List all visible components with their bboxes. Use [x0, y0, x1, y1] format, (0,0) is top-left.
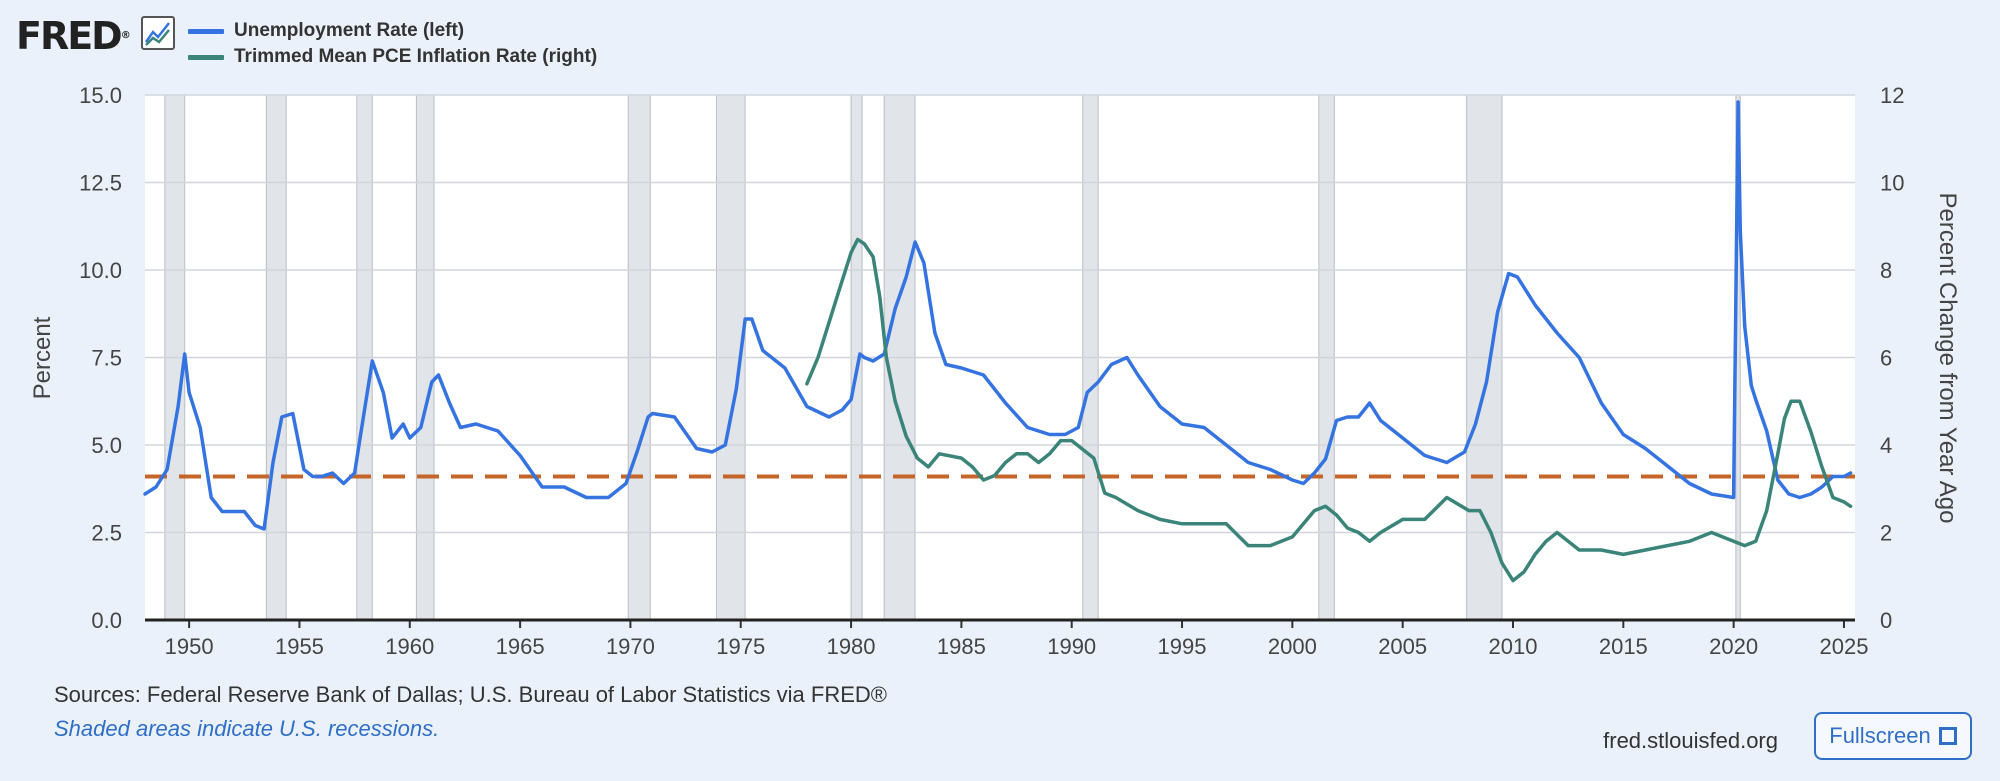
y-left-tick-label: 7.5: [91, 346, 122, 371]
header: FRED® Unemployment Rate (left) Trimmed M…: [16, 14, 916, 74]
y-right-axis-label: Percent Change from Year Ago: [1934, 193, 1961, 524]
y-left-tick-label: 15.0: [79, 83, 122, 108]
line-chart-icon: [141, 16, 175, 50]
y-left-tick-label: 2.5: [91, 521, 122, 546]
y-right-tick-label: 8: [1880, 258, 1892, 283]
y-left-tick-label: 10.0: [79, 258, 122, 283]
fullscreen-button[interactable]: Fullscreen: [1814, 712, 1972, 760]
x-tick-label: 1965: [496, 634, 545, 659]
x-tick-label: 1980: [827, 634, 876, 659]
legend-label: Unemployment Rate (left): [234, 20, 465, 41]
recession-note: Shaded areas indicate U.S. recessions.: [54, 716, 440, 741]
legend-label: Trimmed Mean PCE Inflation Rate (right): [234, 46, 598, 67]
fullscreen-icon: [1938, 727, 1957, 745]
series-line-unemployment: [143, 100, 1853, 531]
y-right-tick-label: 2: [1880, 521, 1892, 546]
chart-plot[interactable]: 0.0 2.5 5.0 7.5 10.0 12.5 15.0 0 2 4 6 8 10 12 1950 195…: [0, 0, 2000, 680]
y-left-tick-label: 5.0: [91, 433, 122, 458]
logo-text: FRED: [16, 14, 123, 58]
y-right-tick-label: 10: [1880, 171, 1904, 196]
logo-registered-mark: ®: [120, 30, 131, 41]
y-right-tick-label: 6: [1880, 346, 1892, 371]
y-left-axis-label: Percent: [29, 316, 56, 399]
sources-text: Sources: Federal Reserve Bank of Dallas;…: [54, 682, 888, 707]
y-left-tick-label: 0.0: [91, 608, 122, 633]
x-tick-label: 1950: [165, 634, 214, 659]
legend-swatch: [188, 54, 224, 60]
legend-item-unemployment[interactable]: Unemployment Rate (left): [188, 18, 597, 44]
x-tick-label: 1985: [937, 634, 986, 659]
y-right-tick-label: 0: [1880, 608, 1892, 633]
x-tick-label: 2000: [1268, 634, 1317, 659]
x-tick-label: 1970: [606, 634, 655, 659]
x-tick-label: 2020: [1709, 634, 1758, 659]
y-right-tick-label: 12: [1880, 83, 1904, 108]
fred-logo[interactable]: FRED®: [16, 16, 131, 56]
x-tick-label: 2010: [1489, 634, 1538, 659]
y-right-tick-label: 4: [1880, 433, 1892, 458]
x-tick-label: 1960: [385, 634, 434, 659]
chart-legend: Unemployment Rate (left) Trimmed Mean PC…: [188, 18, 597, 70]
x-tick-label: 1975: [716, 634, 765, 659]
site-url[interactable]: fred.stlouisfed.org: [1603, 728, 1778, 753]
x-tick-label: 1995: [1158, 634, 1207, 659]
series-line-inflation: [805, 237, 1853, 583]
x-tick-label: 2025: [1819, 634, 1868, 659]
y-left-tick-label: 12.5: [79, 171, 122, 196]
x-tick-label: 2015: [1599, 634, 1648, 659]
x-tick-label: 1955: [275, 634, 324, 659]
fullscreen-label: Fullscreen: [1829, 723, 1931, 748]
legend-item-inflation[interactable]: Trimmed Mean PCE Inflation Rate (right): [188, 44, 597, 70]
legend-swatch: [188, 28, 224, 34]
x-tick-label: 1990: [1047, 634, 1096, 659]
x-tick-label: 2005: [1378, 634, 1427, 659]
